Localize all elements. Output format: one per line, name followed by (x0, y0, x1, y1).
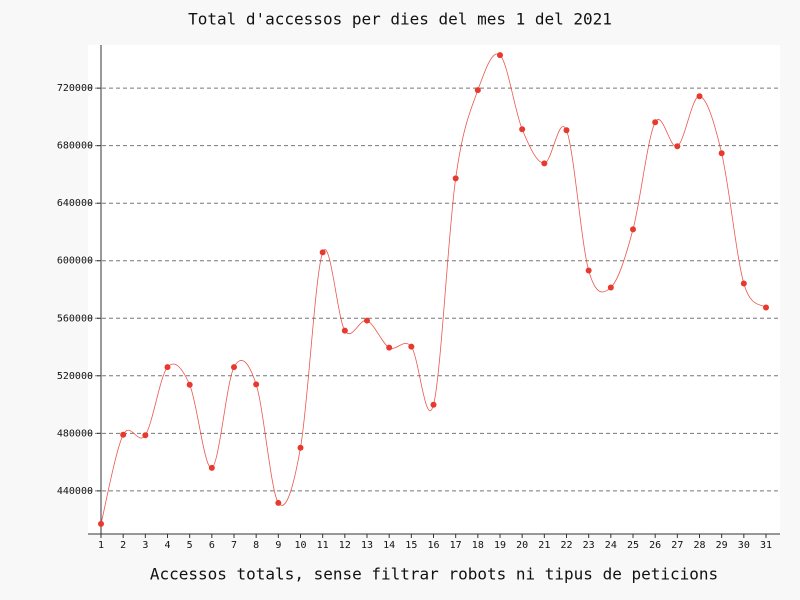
point (253, 381, 260, 388)
x-tick-label: 31 (760, 540, 772, 551)
point (319, 249, 326, 256)
x-tick-label: 1 (98, 540, 104, 551)
x-tick-label: 15 (405, 540, 417, 551)
point (341, 327, 348, 334)
x-tick-label: 7 (231, 540, 237, 551)
x-tick-label: 14 (383, 540, 395, 551)
x-tick-label: 28 (693, 540, 705, 551)
point (98, 520, 104, 527)
x-tick-label: 4 (164, 540, 170, 551)
x-tick-label: 20 (516, 540, 528, 551)
x-tick-label: 5 (187, 540, 193, 551)
point (541, 160, 548, 167)
point (519, 126, 526, 133)
y-tick-label: 680000 (57, 141, 93, 152)
point (630, 226, 636, 233)
point (186, 381, 193, 388)
x-tick-label: 9 (275, 540, 281, 551)
point (452, 175, 459, 182)
x-tick-label: 8 (253, 540, 259, 551)
point (607, 284, 614, 291)
y-tick-label: 440000 (57, 486, 93, 497)
point (164, 364, 171, 371)
x-tick-label: 12 (339, 540, 351, 551)
point (231, 364, 237, 371)
point (763, 304, 769, 311)
x-tick-label: 11 (317, 540, 329, 551)
x-tick-label: 17 (450, 540, 462, 551)
y-tick-label: 640000 (57, 198, 93, 209)
point (297, 444, 304, 451)
x-tick-label: 3 (142, 540, 148, 551)
x-tick-label: 21 (538, 540, 550, 551)
y-tick-label: 600000 (57, 256, 93, 267)
point (275, 499, 282, 506)
x-tick-label: 29 (716, 540, 728, 551)
x-tick-label: 19 (494, 540, 506, 551)
point (386, 344, 393, 351)
point (120, 431, 127, 438)
point (652, 119, 659, 126)
x-tick-label: 25 (627, 540, 639, 551)
point (585, 267, 592, 274)
point (474, 87, 481, 94)
x-tick-label: 22 (560, 540, 572, 551)
x-tick-label: 30 (738, 540, 750, 551)
x-tick-label: 2 (120, 540, 126, 551)
chart-title: Total d'accessos per dies del mes 1 del … (188, 10, 612, 29)
x-axis-label: Accessos totals, sense filtrar robots ni… (150, 565, 718, 584)
x-tick-label: 10 (294, 540, 306, 551)
plot-area (88, 45, 780, 534)
x-tick-label: 24 (605, 540, 617, 551)
x-tick-label: 6 (209, 540, 215, 551)
x-tick-label: 26 (649, 540, 661, 551)
point (696, 93, 703, 100)
point (208, 464, 215, 471)
x-tick-label: 23 (583, 540, 595, 551)
point (142, 432, 149, 439)
point (430, 401, 437, 408)
y-tick-label: 560000 (57, 313, 93, 324)
point (740, 280, 747, 287)
point (674, 143, 681, 150)
y-tick-label: 720000 (57, 83, 93, 94)
point (408, 343, 415, 350)
point (497, 52, 503, 59)
x-tick-label: 13 (361, 540, 373, 551)
x-tick-label: 18 (472, 540, 484, 551)
y-tick-label: 480000 (57, 428, 93, 439)
point (563, 127, 570, 134)
y-tick-label: 520000 (57, 371, 93, 382)
x-tick-label: 27 (671, 540, 683, 551)
x-tick-label: 16 (427, 540, 439, 551)
point (364, 317, 370, 324)
point (718, 150, 725, 157)
